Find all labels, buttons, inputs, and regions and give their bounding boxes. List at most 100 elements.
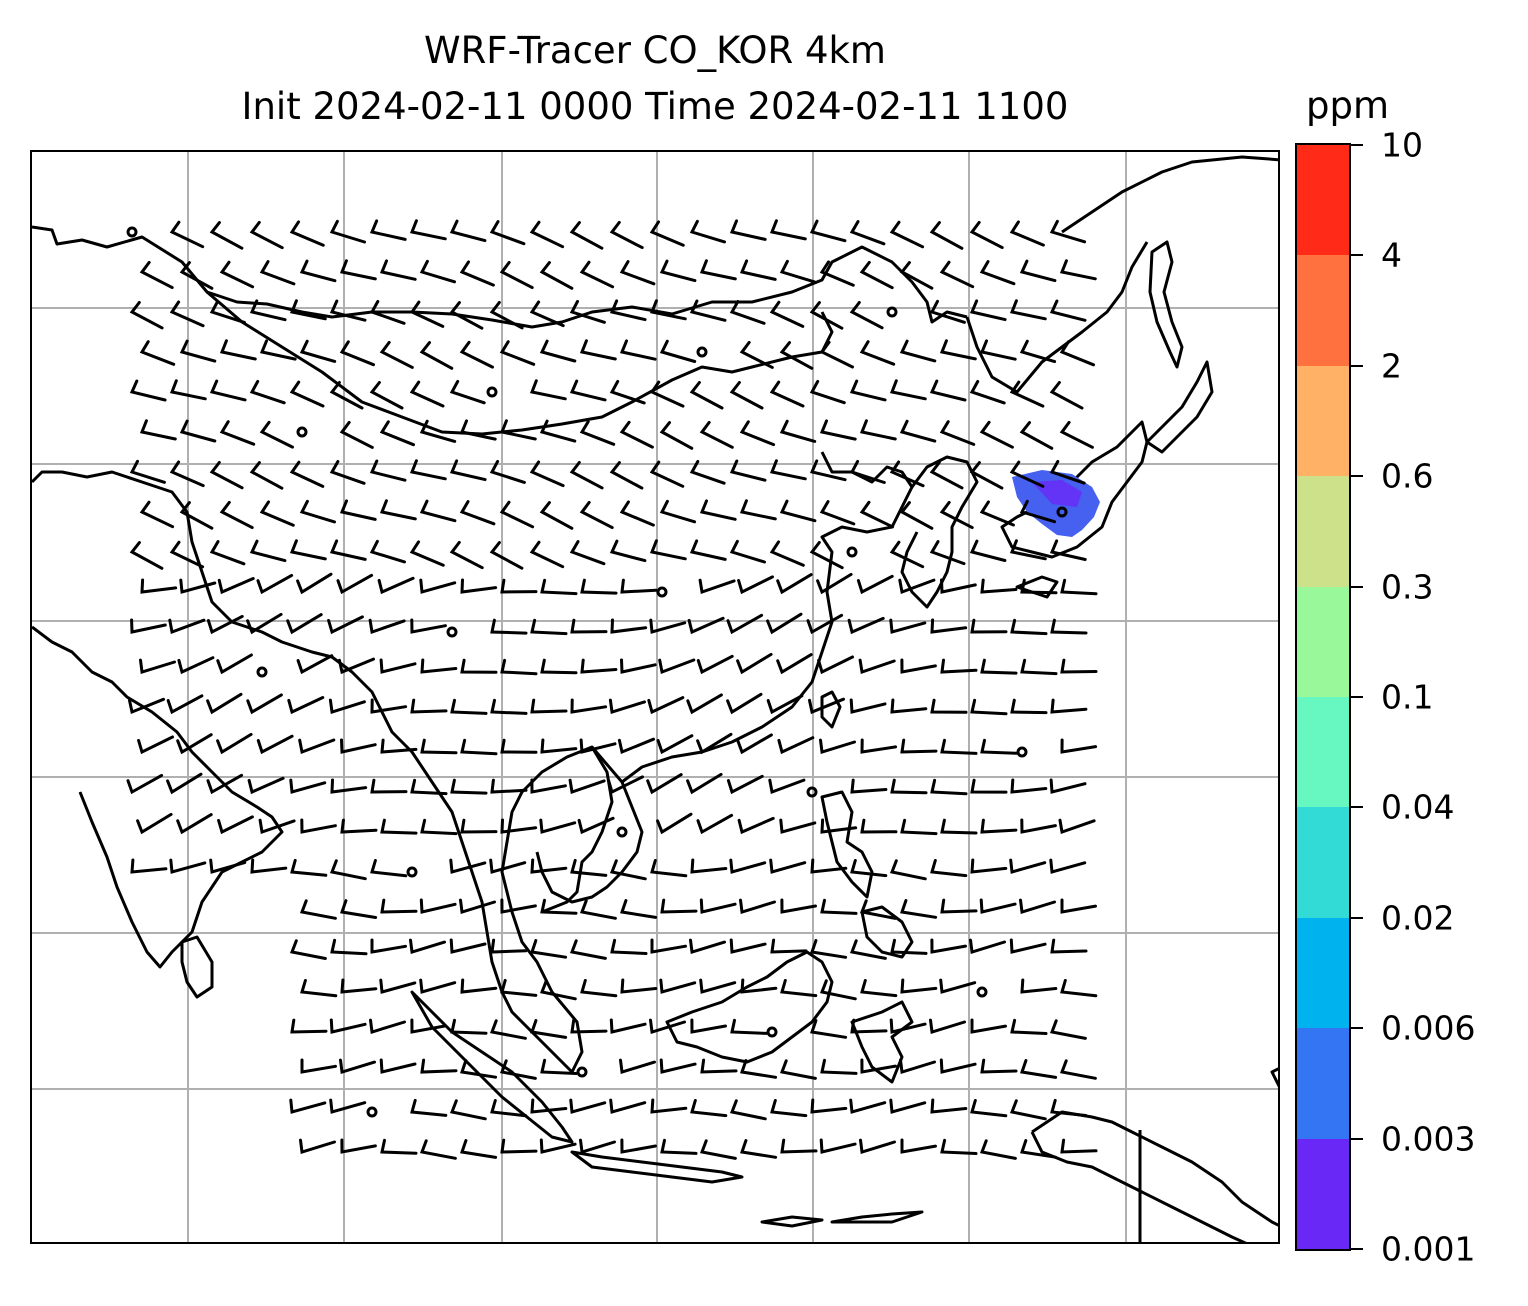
wind-barb — [819, 1138, 857, 1154]
wind-barb — [209, 858, 247, 874]
wind-barb — [980, 1058, 1018, 1074]
wind-barb — [530, 1098, 568, 1114]
wind-barb — [860, 1058, 897, 1074]
wind-barb — [859, 260, 894, 290]
wind-barb — [530, 939, 568, 959]
wind-barb — [300, 979, 338, 998]
wind-barb — [330, 938, 368, 956]
wind-barb — [540, 658, 578, 675]
wind-barb — [940, 818, 978, 835]
wind-barb — [489, 301, 524, 330]
wind-barb — [736, 733, 773, 755]
wind-barb — [337, 657, 375, 675]
wind-barb — [129, 379, 167, 402]
wind-barb — [450, 1018, 488, 1035]
wind-barb — [900, 738, 938, 754]
wind-barb — [609, 461, 644, 490]
wind-barb — [609, 379, 646, 405]
wind-barb — [810, 1098, 848, 1114]
wind-barb — [459, 419, 497, 441]
wind-barb — [689, 460, 726, 485]
wind-barb — [369, 381, 404, 410]
wind-barb — [500, 578, 538, 594]
wind-barb — [216, 653, 253, 675]
calm-wind-marker — [1056, 506, 1068, 518]
wind-barb — [929, 461, 964, 490]
wind-barb — [379, 340, 414, 369]
wind-barb — [620, 658, 657, 674]
wind-barb — [736, 652, 773, 675]
wind-barb — [419, 898, 457, 914]
wind-barb — [329, 219, 366, 244]
wind-barb — [729, 459, 767, 482]
wind-barb — [1049, 299, 1087, 322]
wind-barb — [817, 655, 854, 675]
wind-barb — [168, 618, 206, 635]
wind-barb — [206, 692, 243, 715]
wind-barb — [619, 260, 656, 286]
wind-barb — [737, 816, 775, 835]
wind-barb — [859, 500, 895, 529]
wind-barb — [929, 299, 966, 324]
wind-barb — [620, 978, 658, 994]
wind-barb — [1010, 778, 1048, 794]
wind-barb — [1009, 938, 1047, 954]
wind-barb — [930, 698, 968, 714]
wind-barb — [656, 734, 694, 755]
wind-barb — [779, 1059, 817, 1080]
wind-barb — [379, 259, 417, 281]
wind-barb — [779, 259, 816, 284]
wind-barb — [1019, 421, 1054, 450]
wind-barb — [460, 658, 498, 674]
wind-barb — [489, 541, 524, 570]
wind-barb — [500, 738, 538, 754]
wind-barb — [1009, 299, 1047, 321]
wind-barb — [340, 1138, 377, 1154]
wind-barb — [330, 778, 368, 794]
wind-barb — [500, 1138, 538, 1154]
wind-barb — [419, 419, 457, 443]
wind-barb — [769, 380, 805, 408]
wind-barb — [808, 697, 845, 715]
wind-barb — [979, 1139, 1017, 1160]
wind-barb — [339, 420, 374, 449]
wind-barb — [620, 899, 658, 919]
wind-barb — [299, 1138, 336, 1154]
wind-barb — [206, 614, 244, 635]
wind-barb — [460, 978, 498, 994]
wind-barb — [609, 1018, 647, 1034]
wind-barb — [699, 420, 734, 449]
wind-barb — [500, 978, 538, 997]
wind-barb — [130, 618, 167, 634]
wind-barb — [737, 575, 774, 595]
wind-barb — [247, 776, 285, 795]
wind-barb — [776, 573, 813, 595]
wind-barb — [368, 618, 406, 635]
wind-barb — [419, 499, 457, 523]
wind-barb — [409, 380, 445, 408]
wind-barb — [579, 1138, 616, 1154]
wind-barb — [1049, 219, 1087, 244]
wind-barb — [1060, 898, 1097, 914]
wind-barb — [820, 818, 858, 834]
wind-barb — [377, 576, 415, 595]
wind-barb — [579, 899, 617, 920]
wind-barb — [939, 260, 975, 289]
wind-barb — [490, 778, 528, 794]
wind-barb — [1059, 259, 1097, 281]
wind-barb — [579, 738, 617, 754]
wind-barb — [766, 612, 803, 635]
wind-barb — [930, 938, 967, 954]
wind-barb — [847, 616, 885, 635]
wind-barb — [179, 339, 217, 363]
wind-barb — [970, 1018, 1007, 1034]
colorbar-segment — [1297, 476, 1349, 587]
wind-barb — [970, 698, 1008, 716]
wind-barb — [569, 1098, 607, 1114]
wind-barb — [620, 578, 658, 594]
wind-barb — [890, 778, 928, 795]
wind-barb — [619, 500, 655, 527]
wind-barb — [729, 219, 767, 241]
calm-wind-marker — [656, 586, 668, 598]
wind-barb — [329, 539, 367, 561]
